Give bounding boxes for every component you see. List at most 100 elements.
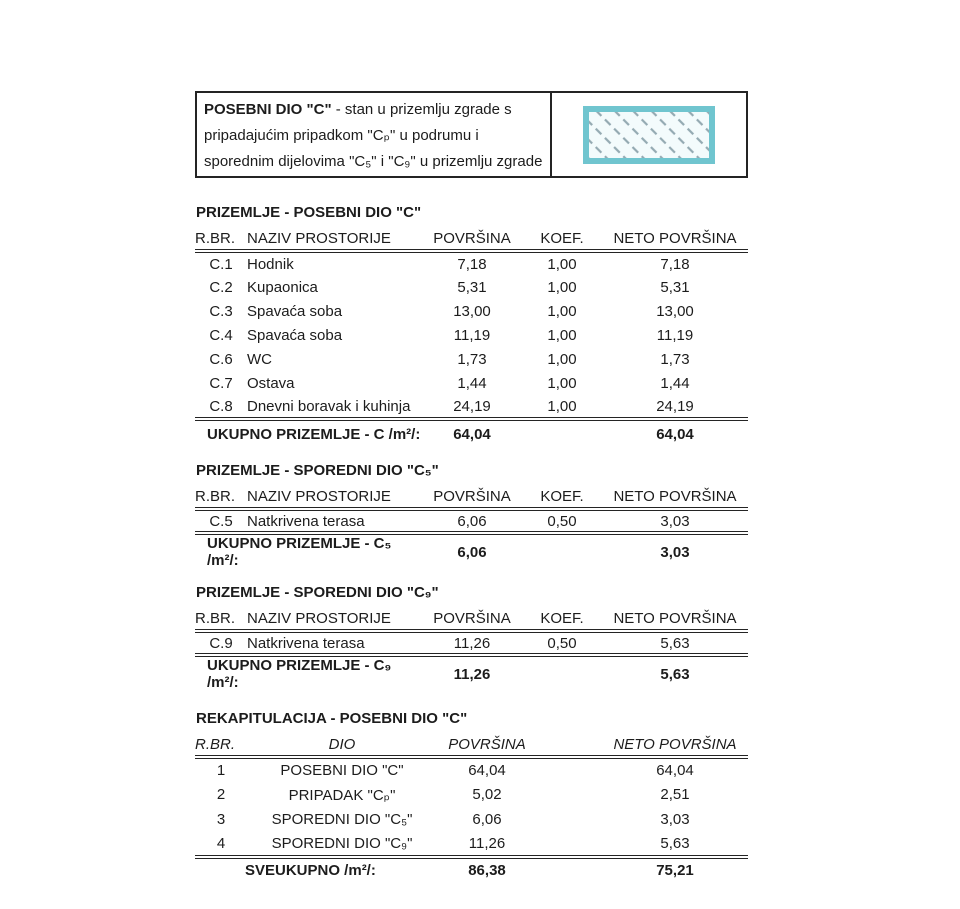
cell-rbr: C.3 (209, 302, 233, 320)
header-row: R.BR. NAZIV PROSTORIJE POVRŠINA KOEF. NE… (195, 227, 748, 253)
cell-dio: SPOREDNI DIO "C₅" (271, 811, 413, 828)
col-header-koef: KOEF. (522, 607, 602, 633)
cell-empty (537, 757, 602, 782)
total-row: UKUPNO PRIZEMLJE - C₉ /m²/: 11,26 5,63 (195, 653, 748, 691)
table-title: REKAPITULACIJA - POSEBNI DIO "C" (196, 710, 468, 727)
cell-rbr: C.8 (209, 397, 233, 415)
cell-rbr: C.6 (209, 350, 233, 368)
cell-naziv: Natkrivena terasa (247, 512, 365, 530)
cell-povrsina: 5,31 (457, 278, 487, 296)
cell-empty (537, 807, 602, 832)
col-header-koef: KOEF. (522, 485, 602, 511)
cell-povrsina: 5,02 (472, 786, 502, 803)
table-row: 3 SPOREDNI DIO "C₅" 6,06 3,03 (195, 807, 748, 832)
col-header-neto: NETO POVRŠINA (602, 227, 748, 253)
header-row: R.BR. NAZIV PROSTORIJE POVRŠINA KOEF. NE… (195, 607, 748, 633)
header-row: R.BR. NAZIV PROSTORIJE POVRŠINA KOEF. NE… (195, 485, 748, 511)
table-sporedni-c5: R.BR. NAZIV PROSTORIJE POVRŠINA KOEF. NE… (195, 485, 748, 569)
cell-koef: 1,00 (547, 326, 577, 344)
cell-rbr: C.5 (209, 512, 233, 530)
total-neto: 64,04 (602, 417, 748, 447)
table-row: C.8 Dnevni boravak i kuhinja 24,19 1,00 … (195, 395, 748, 419)
col-header-neto: NETO POVRŠINA (602, 607, 748, 633)
legend-line-2: pripadajućim pripadkom "Cₚ" u podrumu i (204, 127, 479, 144)
cell-koef: 1,00 (547, 278, 577, 296)
cell-empty (537, 733, 602, 759)
cell-neto: 5,31 (660, 278, 690, 296)
col-header-neto: NETO POVRŠINA (602, 485, 748, 511)
cell-empty (522, 417, 602, 447)
total-povrsina: 86,38 (437, 855, 537, 882)
col-header-naziv: NAZIV PROSTORIJE (247, 227, 422, 253)
cell-empty (537, 855, 602, 882)
hatched-rectangle-icon (583, 105, 715, 164)
total-row: UKUPNO PRIZEMLJE - C /m²/: 64,04 64,04 (195, 417, 748, 447)
cell-povrsina: 11,19 (453, 326, 491, 344)
table-row: C.5 Natkrivena terasa 6,06 0,50 3,03 (195, 509, 748, 533)
cell-neto: 1,73 (660, 350, 690, 368)
table-row: C.9 Natkrivena terasa 11,26 0,50 5,63 (195, 631, 748, 655)
cell-naziv: Kupaonica (247, 278, 318, 296)
section-prizemlje-c: PRIZEMLJE - POSEBNI DIO "C" R.BR. NAZIV … (195, 203, 748, 447)
table-row: 1 POSEBNI DIO "C" 64,04 64,04 (195, 757, 748, 782)
cell-povrsina: 6,06 (472, 811, 502, 828)
legend-box: POSEBNI DIO "C" - stan u prizemlju zgrad… (195, 91, 748, 178)
total-label: SVEUKUPNO /m²/: (195, 855, 437, 882)
cell-povrsina: 24,19 (453, 397, 491, 415)
cell-povrsina: 11,26 (468, 835, 506, 852)
col-header-naziv: NAZIV PROSTORIJE (247, 607, 422, 633)
cell-neto: 13,00 (656, 302, 694, 320)
cell-rbr: 4 (216, 835, 226, 852)
section-sporedni-c5: PRIZEMLJE - SPOREDNI DIO "C₅" R.BR. NAZI… (195, 461, 748, 569)
col-header-rbr: R.BR. (195, 607, 247, 633)
cell-empty (537, 782, 602, 807)
cell-koef: 1,00 (547, 374, 577, 392)
cell-koef: 1,00 (547, 397, 577, 415)
cell-naziv: Spavaća soba (247, 326, 343, 344)
cell-neto: 24,19 (656, 397, 694, 415)
col-header-dio: DIO (247, 733, 437, 759)
cell-rbr: 2 (216, 786, 226, 803)
total-neto: 75,21 (602, 855, 748, 882)
table-sporedni-c9: R.BR. NAZIV PROSTORIJE POVRŠINA KOEF. NE… (195, 607, 748, 691)
cell-naziv: Dnevni boravak i kuhinja (247, 397, 411, 415)
cell-rbr: 3 (216, 811, 226, 828)
legend-swatch-cell (552, 93, 746, 176)
cell-dio: SPOREDNI DIO "C₉" (271, 835, 413, 852)
section-rekapitulacija: REKAPITULACIJA - POSEBNI DIO "C" R.BR. D… (195, 709, 748, 882)
cell-dio: POSEBNI DIO "C" (280, 762, 404, 779)
total-neto: 5,63 (602, 653, 748, 691)
cell-povrsina: 1,73 (457, 350, 487, 368)
cell-naziv: Spavaća soba (247, 302, 343, 320)
table-row: C.1 Hodnik 7,18 1,00 7,18 (195, 251, 748, 275)
table-title: PRIZEMLJE - SPOREDNI DIO "C₉" (196, 584, 439, 601)
cell-povrsina: 11,26 (453, 634, 491, 652)
total-row: UKUPNO PRIZEMLJE - C₅ /m²/: 6,06 3,03 (195, 531, 748, 569)
section-sporedni-c9: PRIZEMLJE - SPOREDNI DIO "C₉" R.BR. NAZI… (195, 583, 748, 691)
col-header-koef: KOEF. (522, 227, 602, 253)
cell-rbr: C.9 (209, 634, 233, 652)
cell-povrsina: 1,44 (457, 374, 487, 392)
cell-empty (537, 832, 602, 857)
cell-koef: 1,00 (547, 350, 577, 368)
cell-empty (522, 531, 602, 569)
col-header-naziv: NAZIV PROSTORIJE (247, 485, 422, 511)
cell-koef: 0,50 (547, 512, 577, 530)
col-header-neto: NETO POVRŠINA (602, 733, 748, 759)
total-povrsina: 64,04 (422, 417, 522, 447)
total-label: UKUPNO PRIZEMLJE - C₉ /m²/: (195, 653, 422, 691)
cell-neto: 64,04 (656, 762, 694, 779)
legend-title: POSEBNI DIO "C" (204, 101, 332, 118)
cell-povrsina: 6,06 (457, 512, 487, 530)
table-prizemlje-c: R.BR. NAZIV PROSTORIJE POVRŠINA KOEF. NE… (195, 227, 748, 447)
cell-rbr: C.1 (209, 255, 233, 273)
cell-povrsina: 64,04 (468, 762, 506, 779)
table-title: PRIZEMLJE - SPOREDNI DIO "C₅" (196, 462, 439, 479)
cell-neto: 1,44 (660, 374, 690, 392)
table-row: C.7 Ostava 1,44 1,00 1,44 (195, 371, 748, 395)
cell-povrsina: 13,00 (453, 302, 491, 320)
header-row: R.BR. DIO POVRŠINA NETO POVRŠINA (195, 733, 748, 759)
cell-dio: PRIPADAK "Cₚ" (288, 786, 396, 804)
cell-rbr: C.4 (209, 326, 233, 344)
table-row: 2 PRIPADAK "Cₚ" 5,02 2,51 (195, 782, 748, 807)
